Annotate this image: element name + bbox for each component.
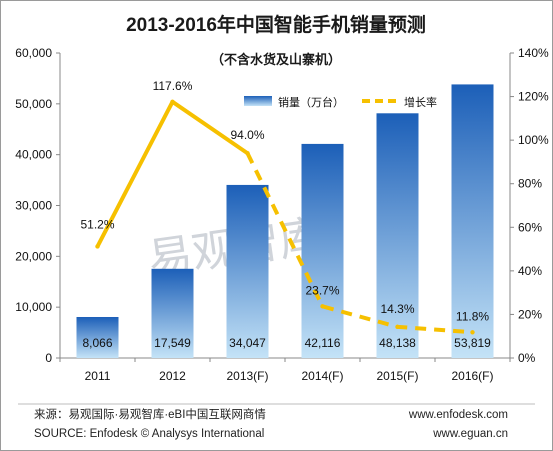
- y-right-tick-label: 0%: [518, 351, 536, 365]
- y-right-tick-label: 40%: [518, 264, 542, 278]
- bar: [76, 316, 119, 358]
- bar: [226, 184, 269, 358]
- bar: [301, 143, 344, 358]
- bar-value-label: 8,066: [82, 336, 112, 350]
- footer-source-cn: 来源：易观国际·易观智库·eBI中国互联网商情: [34, 407, 266, 421]
- footer-source-en: SOURCE: Enfodesk © Analysys Internationa…: [34, 428, 264, 440]
- y-left-tick-label: 0: [45, 351, 52, 365]
- x-tick-label: 2016(F): [451, 369, 493, 383]
- y-left-tick-label: 40,000: [15, 148, 52, 162]
- legend: 销量（万台） 增长率: [244, 95, 437, 109]
- chart-subtitle: （不含水货及山寨机）: [211, 52, 341, 67]
- y-right-tick-label: 100%: [518, 133, 549, 147]
- bar: [451, 84, 494, 359]
- y-left-tick-label: 50,000: [15, 97, 52, 111]
- y-right-tick-label: 120%: [518, 90, 549, 104]
- bar-value-label: 48,138: [379, 336, 416, 350]
- growth-point: [245, 151, 250, 156]
- footer-site-enfodesk: www.enfodesk.com: [408, 409, 508, 421]
- y-left-tick-label: 30,000: [15, 199, 52, 213]
- bar-value-label: 53,819: [454, 336, 491, 350]
- growth-value-label: 51.2%: [80, 217, 114, 231]
- bar-value-label: 34,047: [229, 336, 266, 350]
- growth-value-label: 11.8%: [456, 309, 489, 323]
- growth-value-label: 14.3%: [380, 302, 414, 316]
- y-right-tick-label: 80%: [518, 177, 542, 191]
- x-tick-label: 2015(F): [376, 369, 418, 383]
- growth-value-label: 23.7%: [305, 283, 339, 297]
- x-tick-label: 2014(F): [301, 369, 343, 383]
- y-left-tick-label: 10,000: [15, 300, 52, 314]
- growth-line-dashed: [245, 152, 473, 335]
- y-left-tick-label: 20,000: [15, 249, 52, 263]
- y-right-tick-label: 140%: [518, 46, 549, 60]
- y-right-tick-label: 60%: [518, 220, 542, 234]
- x-tick-label: 2013(F): [226, 369, 268, 383]
- growth-point: [395, 324, 400, 330]
- y-right-tick-label: 20%: [518, 307, 542, 321]
- bar: [376, 113, 419, 359]
- growth-point: [170, 99, 175, 105]
- legend-label-sales: 销量（万台）: [278, 95, 344, 109]
- bar-value-label: 17,549: [154, 336, 191, 350]
- legend-swatch-bar: [244, 96, 272, 106]
- growth-value-label: 117.6%: [153, 79, 193, 93]
- y-left-tick-label: 60,000: [15, 46, 52, 60]
- growth-point: [470, 330, 475, 335]
- growth-point: [320, 304, 325, 309]
- footer-site-eguan: www.eguan.cn: [432, 428, 508, 440]
- legend-label-growth: 增长率: [404, 95, 437, 109]
- x-tick-label: 2011: [85, 369, 111, 383]
- bar: [151, 268, 194, 358]
- growth-point: [95, 244, 100, 249]
- x-tick-label: 2012: [159, 369, 186, 383]
- bar-value-label: 42,116: [305, 336, 341, 350]
- chart-title: 2013-2016年中国智能手机销量预测: [126, 13, 426, 36]
- growth-value-label: 94.0%: [230, 128, 264, 142]
